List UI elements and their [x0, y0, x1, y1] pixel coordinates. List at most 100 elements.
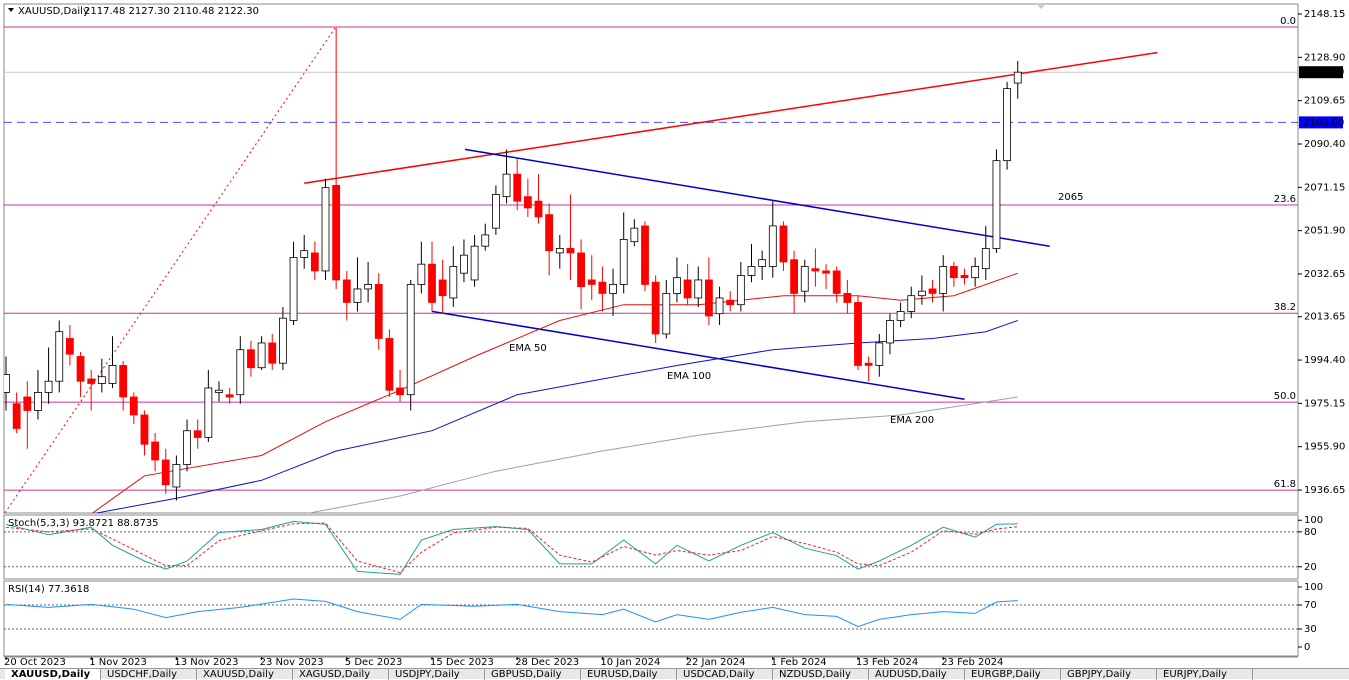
- candle-body: [193, 430, 202, 438]
- fibo-label: 38.2: [1274, 302, 1296, 313]
- candle-body: [406, 284, 415, 396]
- y-tick-label: 2128.90: [1304, 52, 1345, 63]
- y-tick-label: 1994.40: [1304, 355, 1345, 366]
- ema-label: EMA 200: [890, 415, 934, 426]
- candle-body: [800, 266, 809, 292]
- candle-body: [55, 331, 64, 382]
- candle-body: [119, 365, 128, 398]
- candle-body: [630, 227, 639, 243]
- chart-tab[interactable]: GBPJPY,Daily: [1061, 669, 1157, 680]
- candle-body: [278, 317, 287, 364]
- candle-body: [736, 275, 745, 306]
- candle-body: [321, 187, 330, 272]
- candle-body: [215, 389, 223, 393]
- candle-body: [1003, 88, 1011, 162]
- trendline: [431, 310, 965, 400]
- candle-body: [1013, 71, 1022, 84]
- chart-tab[interactable]: EURJPY,Daily: [1157, 669, 1253, 680]
- y-tick-label: 100: [1304, 515, 1323, 526]
- candle-body: [971, 266, 980, 279]
- x-tick-label: 28 Dec 2023: [515, 657, 579, 668]
- chart-tab[interactable]: USDCHF,Daily: [101, 669, 197, 680]
- candle-body: [172, 464, 181, 488]
- candle-body: [577, 252, 585, 288]
- candle-body: [811, 268, 820, 272]
- candle-body: [832, 270, 841, 294]
- chart-tab[interactable]: XAUUSD,Daily: [5, 669, 101, 680]
- candle-body: [300, 250, 309, 258]
- candle-body: [907, 295, 916, 312]
- candle-body: [822, 270, 830, 274]
- indicator-line: [5, 522, 1018, 574]
- candle-body: [491, 194, 500, 229]
- y-tick-label: 2148.15: [1304, 9, 1345, 20]
- candle-body: [502, 173, 511, 198]
- candle-body: [747, 266, 756, 276]
- x-tick-label: 1 Nov 2023: [89, 657, 147, 668]
- indicator-line: [5, 598, 1018, 628]
- candle-body: [886, 320, 894, 344]
- chart-tab[interactable]: XAUUSD,Daily: [197, 669, 293, 680]
- candle-body: [247, 349, 255, 369]
- x-tick-label: 15 Dec 2023: [430, 657, 494, 668]
- candle-body: [768, 225, 777, 267]
- chart-tab[interactable]: USDCAD,Daily: [677, 669, 773, 680]
- x-tick-label: 23 Nov 2023: [260, 657, 324, 668]
- candle-body: [268, 342, 277, 364]
- fibo-label: 0.0: [1280, 16, 1296, 27]
- chart-tab[interactable]: NZDUSD,Daily: [773, 669, 869, 680]
- last-price-label: 2122.30: [1303, 67, 1344, 78]
- candle-body: [4, 374, 10, 393]
- candle-body: [140, 414, 149, 445]
- y-tick-label: 100: [1304, 582, 1323, 593]
- x-tick-label: 13 Nov 2023: [174, 657, 238, 668]
- chart-title: XAUUSD,Daily: [18, 6, 89, 17]
- ema-label: EMA 100: [667, 371, 711, 382]
- fibo-label: 50.0: [1274, 391, 1296, 402]
- y-tick-label: 70: [1304, 600, 1317, 611]
- candle-body: [129, 396, 138, 416]
- price-label-box: [1299, 116, 1343, 129]
- candle-body: [939, 266, 948, 294]
- candle-body: [225, 394, 234, 398]
- candle-body: [949, 266, 958, 279]
- candle-body: [960, 275, 969, 279]
- candle-body: [555, 248, 564, 254]
- x-tick-label: 13 Feb 2024: [856, 657, 918, 668]
- candle-body: [374, 284, 383, 339]
- candle-body: [44, 380, 53, 393]
- chart-tab[interactable]: EURGBP,Daily: [965, 669, 1061, 680]
- chart-tab[interactable]: USDJPY,Daily: [389, 669, 485, 680]
- chart-tab[interactable]: AUDUSD,Daily: [869, 669, 965, 680]
- candle-body: [662, 293, 671, 335]
- chart-tab[interactable]: XAGUSD,Daily: [293, 669, 389, 680]
- x-tick-label: 23 Feb 2024: [941, 657, 1003, 668]
- candle-body: [460, 254, 468, 274]
- x-tick-label: 20 Oct 2023: [4, 657, 66, 668]
- y-tick-label: 2051.90: [1304, 226, 1345, 237]
- indicator-line: [5, 520, 1018, 575]
- chart-tab[interactable]: EURUSD,Daily: [581, 669, 677, 680]
- candle-body: [97, 376, 106, 384]
- chart-tab[interactable]: GBPUSD,Daily: [485, 669, 581, 680]
- y-tick-label: 20: [1304, 562, 1317, 573]
- y-tick-label: 2090.40: [1304, 139, 1345, 150]
- candle-body: [918, 290, 926, 297]
- plot-area: [4, 520, 1298, 575]
- candle-body: [705, 279, 713, 317]
- candle-body: [641, 225, 649, 285]
- indicator-title: Stoch(5,3,3) 93.8721 88.8735: [8, 518, 159, 529]
- menu-arrow[interactable]: [8, 8, 14, 12]
- candle-body: [23, 396, 32, 411]
- candle-body: [438, 279, 447, 297]
- candle-body: [385, 338, 394, 391]
- indicator-title: RSI(14) 77.3618: [8, 584, 89, 595]
- candle-body: [396, 387, 404, 396]
- candle-body: [843, 293, 852, 303]
- annotation: 2065: [1058, 192, 1083, 203]
- trendline: [464, 148, 1050, 247]
- x-tick-label: 5 Dec 2023: [345, 657, 403, 668]
- candle-body: [513, 173, 522, 202]
- candle-body: [864, 362, 873, 366]
